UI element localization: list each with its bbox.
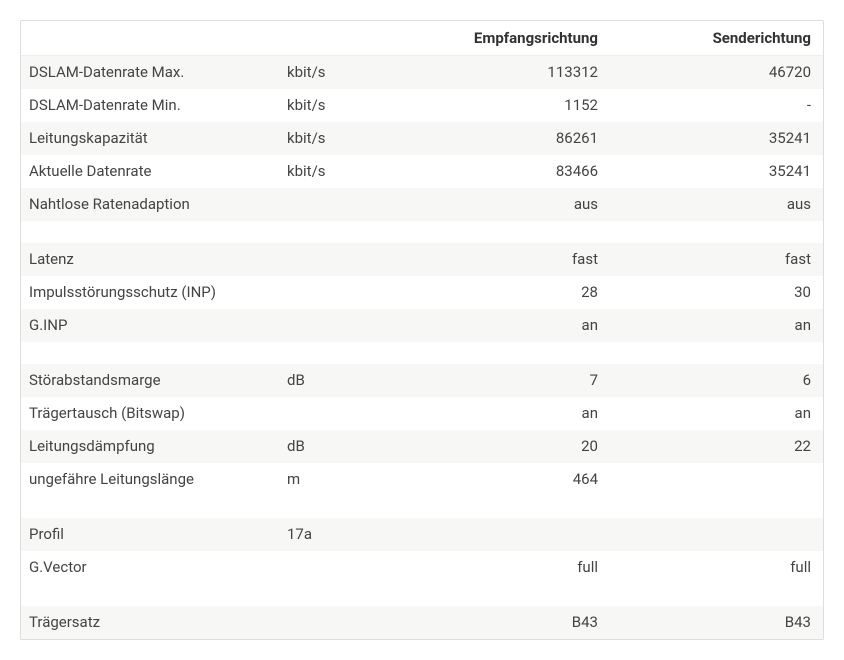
cell-unit (279, 606, 399, 639)
cell-tx: - (612, 89, 824, 122)
cell-rx: 86261 (399, 122, 612, 155)
cell-tx: B43 (612, 606, 824, 639)
cell-tx: 30 (612, 276, 824, 309)
cell-unit: kbit/s (279, 155, 399, 188)
col-header-label (21, 21, 279, 56)
cell-unit (279, 397, 399, 430)
group-spacer (21, 221, 824, 243)
cell-unit (279, 276, 399, 309)
cell-label: ungefähre Leitungslänge (21, 463, 279, 496)
cell-unit: m (279, 463, 399, 496)
cell-label: Aktuelle Datenrate (21, 155, 279, 188)
cell-label: Impulsstörungsschutz (INP) (21, 276, 279, 309)
table-row: DSLAM-Datenrate Max. kbit/s 113312 46720 (21, 56, 824, 90)
cell-label: DSLAM-Datenrate Min. (21, 89, 279, 122)
dsl-stats-table: Empfangsrichtung Senderichtung DSLAM-Dat… (20, 20, 824, 640)
cell-rx: 113312 (399, 56, 612, 90)
cell-unit (279, 309, 399, 342)
cell-tx: fast (612, 243, 824, 276)
cell-unit: kbit/s (279, 122, 399, 155)
cell-unit (279, 243, 399, 276)
group-spacer (21, 584, 824, 606)
cell-tx (612, 463, 824, 496)
cell-label: Trägertausch (Bitswap) (21, 397, 279, 430)
table-row: Trägertausch (Bitswap) an an (21, 397, 824, 430)
table-row: Aktuelle Datenrate kbit/s 83466 35241 (21, 155, 824, 188)
table-row: Störabstandsmarge dB 7 6 (21, 364, 824, 397)
cell-rx: 7 (399, 364, 612, 397)
table-row: ungefähre Leitungslänge m 464 (21, 463, 824, 496)
cell-tx: an (612, 397, 824, 430)
cell-unit: dB (279, 430, 399, 463)
cell-label: Trägersatz (21, 606, 279, 639)
cell-tx: 35241 (612, 122, 824, 155)
cell-rx: 28 (399, 276, 612, 309)
cell-rx: an (399, 309, 612, 342)
table-body: DSLAM-Datenrate Max. kbit/s 113312 46720… (21, 56, 824, 640)
col-header-rx: Empfangsrichtung (399, 21, 612, 56)
cell-rx: 20 (399, 430, 612, 463)
table-row: Nahtlose Ratenadaption aus aus (21, 188, 824, 221)
cell-tx: 46720 (612, 56, 824, 90)
cell-tx: 6 (612, 364, 824, 397)
cell-label: DSLAM-Datenrate Max. (21, 56, 279, 90)
table-row: G.INP an an (21, 309, 824, 342)
table-row: DSLAM-Datenrate Min. kbit/s 1152 - (21, 89, 824, 122)
cell-rx: 83466 (399, 155, 612, 188)
cell-tx: 22 (612, 430, 824, 463)
cell-unit: 17a (279, 518, 399, 551)
cell-tx: 35241 (612, 155, 824, 188)
cell-unit (279, 551, 399, 584)
table-header: Empfangsrichtung Senderichtung (21, 21, 824, 56)
cell-label: Nahtlose Ratenadaption (21, 188, 279, 221)
table-row: Latenz fast fast (21, 243, 824, 276)
cell-label: Störabstandsmarge (21, 364, 279, 397)
cell-label: G.INP (21, 309, 279, 342)
cell-label: G.Vector (21, 551, 279, 584)
cell-tx (612, 518, 824, 551)
table-row: G.Vector full full (21, 551, 824, 584)
cell-rx: full (399, 551, 612, 584)
table-row: Leitungsdämpfung dB 20 22 (21, 430, 824, 463)
stats-table: Empfangsrichtung Senderichtung DSLAM-Dat… (21, 21, 824, 639)
group-spacer (21, 342, 824, 364)
cell-label: Leitungsdämpfung (21, 430, 279, 463)
cell-unit: dB (279, 364, 399, 397)
cell-label: Leitungskapazität (21, 122, 279, 155)
cell-tx: aus (612, 188, 824, 221)
cell-tx: full (612, 551, 824, 584)
table-row: Impulsstörungsschutz (INP) 28 30 (21, 276, 824, 309)
cell-tx: an (612, 309, 824, 342)
cell-rx: an (399, 397, 612, 430)
cell-unit: kbit/s (279, 56, 399, 90)
cell-rx: fast (399, 243, 612, 276)
table-row: Trägersatz B43 B43 (21, 606, 824, 639)
group-spacer (21, 496, 824, 518)
cell-rx: 1152 (399, 89, 612, 122)
table-row: Profil 17a (21, 518, 824, 551)
table-row: Leitungskapazität kbit/s 86261 35241 (21, 122, 824, 155)
cell-unit: kbit/s (279, 89, 399, 122)
col-header-unit (279, 21, 399, 56)
cell-label: Profil (21, 518, 279, 551)
cell-rx: 464 (399, 463, 612, 496)
cell-rx: aus (399, 188, 612, 221)
cell-rx (399, 518, 612, 551)
cell-rx: B43 (399, 606, 612, 639)
col-header-tx: Senderichtung (612, 21, 824, 56)
cell-unit (279, 188, 399, 221)
cell-label: Latenz (21, 243, 279, 276)
